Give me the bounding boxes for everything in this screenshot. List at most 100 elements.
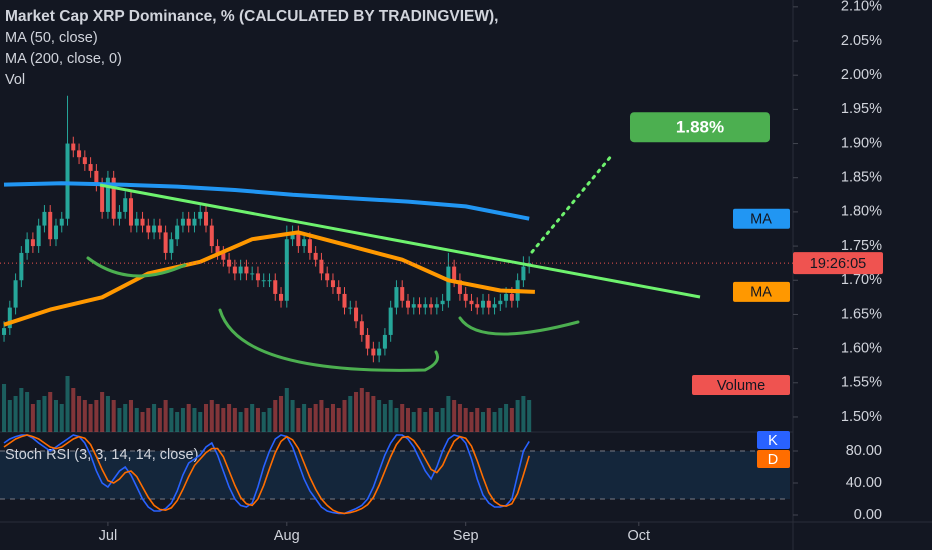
volume-bar — [313, 404, 318, 432]
y-tick-label: 1.70% — [841, 272, 882, 288]
volume-bar — [359, 388, 364, 432]
candle-body — [452, 266, 457, 281]
volume-tag — [692, 375, 790, 395]
candle-body — [279, 293, 284, 301]
volume-bar — [163, 400, 168, 432]
volume-bar — [365, 392, 370, 432]
volume-bar — [111, 400, 116, 432]
candle-body — [371, 348, 376, 356]
candle-body — [417, 304, 422, 308]
candle-body — [53, 225, 58, 240]
y-tick-label: 1.90% — [841, 135, 882, 151]
y-tick-label: 1.80% — [841, 204, 882, 220]
countdown-tag — [793, 252, 883, 275]
y-tick-label: 40.00 — [846, 475, 882, 491]
candle-body — [152, 225, 157, 233]
candle-body — [388, 307, 393, 335]
annotation-box — [630, 112, 770, 143]
volume-bar — [463, 408, 468, 432]
candle-body — [302, 239, 307, 247]
volume-bar — [25, 392, 30, 432]
volume-bar — [417, 408, 422, 432]
candle-body — [134, 218, 139, 226]
volume-bar — [13, 396, 18, 432]
volume-bar — [152, 404, 157, 432]
curve — [458, 316, 580, 336]
projection-line — [530, 153, 614, 254]
volume-bar — [232, 408, 237, 432]
y-tick-label: 1.85% — [841, 170, 882, 186]
candle-body — [411, 304, 416, 308]
candle-body — [261, 280, 266, 282]
candle-body — [111, 177, 116, 219]
y-tick-label: 1.65% — [841, 306, 882, 322]
volume-bar — [221, 408, 226, 432]
candle-body — [255, 273, 260, 281]
volume-bar — [19, 388, 24, 432]
candle-body — [498, 300, 503, 305]
volume-bar — [71, 388, 76, 432]
x-tick-label: Sep — [453, 528, 479, 544]
candle-body — [330, 280, 335, 288]
volume-bar — [348, 396, 353, 432]
candle-body — [342, 293, 347, 308]
candle-body — [48, 211, 53, 240]
volume-bar — [354, 392, 359, 432]
candle-body — [296, 232, 301, 247]
candle-body — [180, 218, 185, 226]
volume-bar — [203, 404, 209, 432]
volume-bar — [157, 408, 162, 432]
volume-bar — [302, 404, 307, 432]
candle-body — [140, 218, 145, 226]
y-tick-label: 1.60% — [841, 340, 882, 356]
candle-body — [77, 150, 82, 158]
candle-body — [446, 266, 451, 301]
volume-bar — [88, 404, 93, 432]
volume-bar — [180, 408, 185, 432]
candle-body — [13, 280, 18, 308]
volume-bar — [267, 408, 272, 432]
volume-bar — [53, 400, 58, 432]
volume-tag-label: Volume — [717, 378, 765, 394]
candle-body — [429, 304, 434, 308]
volume-bar — [198, 412, 203, 432]
candle-body — [440, 300, 445, 305]
candle-body — [400, 287, 405, 301]
candle-body — [475, 304, 480, 308]
candle-body — [325, 273, 330, 281]
volume-bar — [42, 396, 47, 432]
candle-body — [273, 280, 278, 294]
volume-bar — [192, 408, 197, 432]
candle-body — [405, 300, 411, 308]
volume-bar — [65, 376, 70, 432]
legend-entry: D — [768, 452, 778, 468]
legend-entry: K — [768, 433, 778, 449]
volume-bar — [336, 408, 341, 432]
candle-body — [359, 321, 364, 335]
volume-bar — [261, 412, 266, 432]
candle-body — [175, 225, 180, 240]
volume-bar — [307, 408, 312, 432]
candle-body — [71, 143, 76, 151]
candle-body — [128, 198, 134, 226]
candle-body — [238, 266, 243, 274]
candle-body — [244, 266, 249, 274]
volume-bar — [30, 404, 35, 432]
volume-bar — [273, 400, 278, 432]
annotation: 1.88% — [676, 118, 724, 137]
candle-body — [88, 164, 93, 171]
ma-tag-label: MA — [750, 285, 772, 301]
candle-body — [480, 300, 486, 308]
volume-bar — [250, 404, 255, 432]
volume-bar — [296, 408, 301, 432]
volume-bar — [405, 408, 411, 432]
x-tick-label: Oct — [628, 528, 651, 544]
volume-bar — [77, 396, 82, 432]
volume-bar — [411, 412, 416, 432]
volume-bar — [382, 404, 387, 432]
volume-bar — [123, 404, 128, 432]
volume-bar — [394, 408, 399, 432]
volume-bar — [429, 408, 434, 432]
curve — [218, 308, 440, 372]
